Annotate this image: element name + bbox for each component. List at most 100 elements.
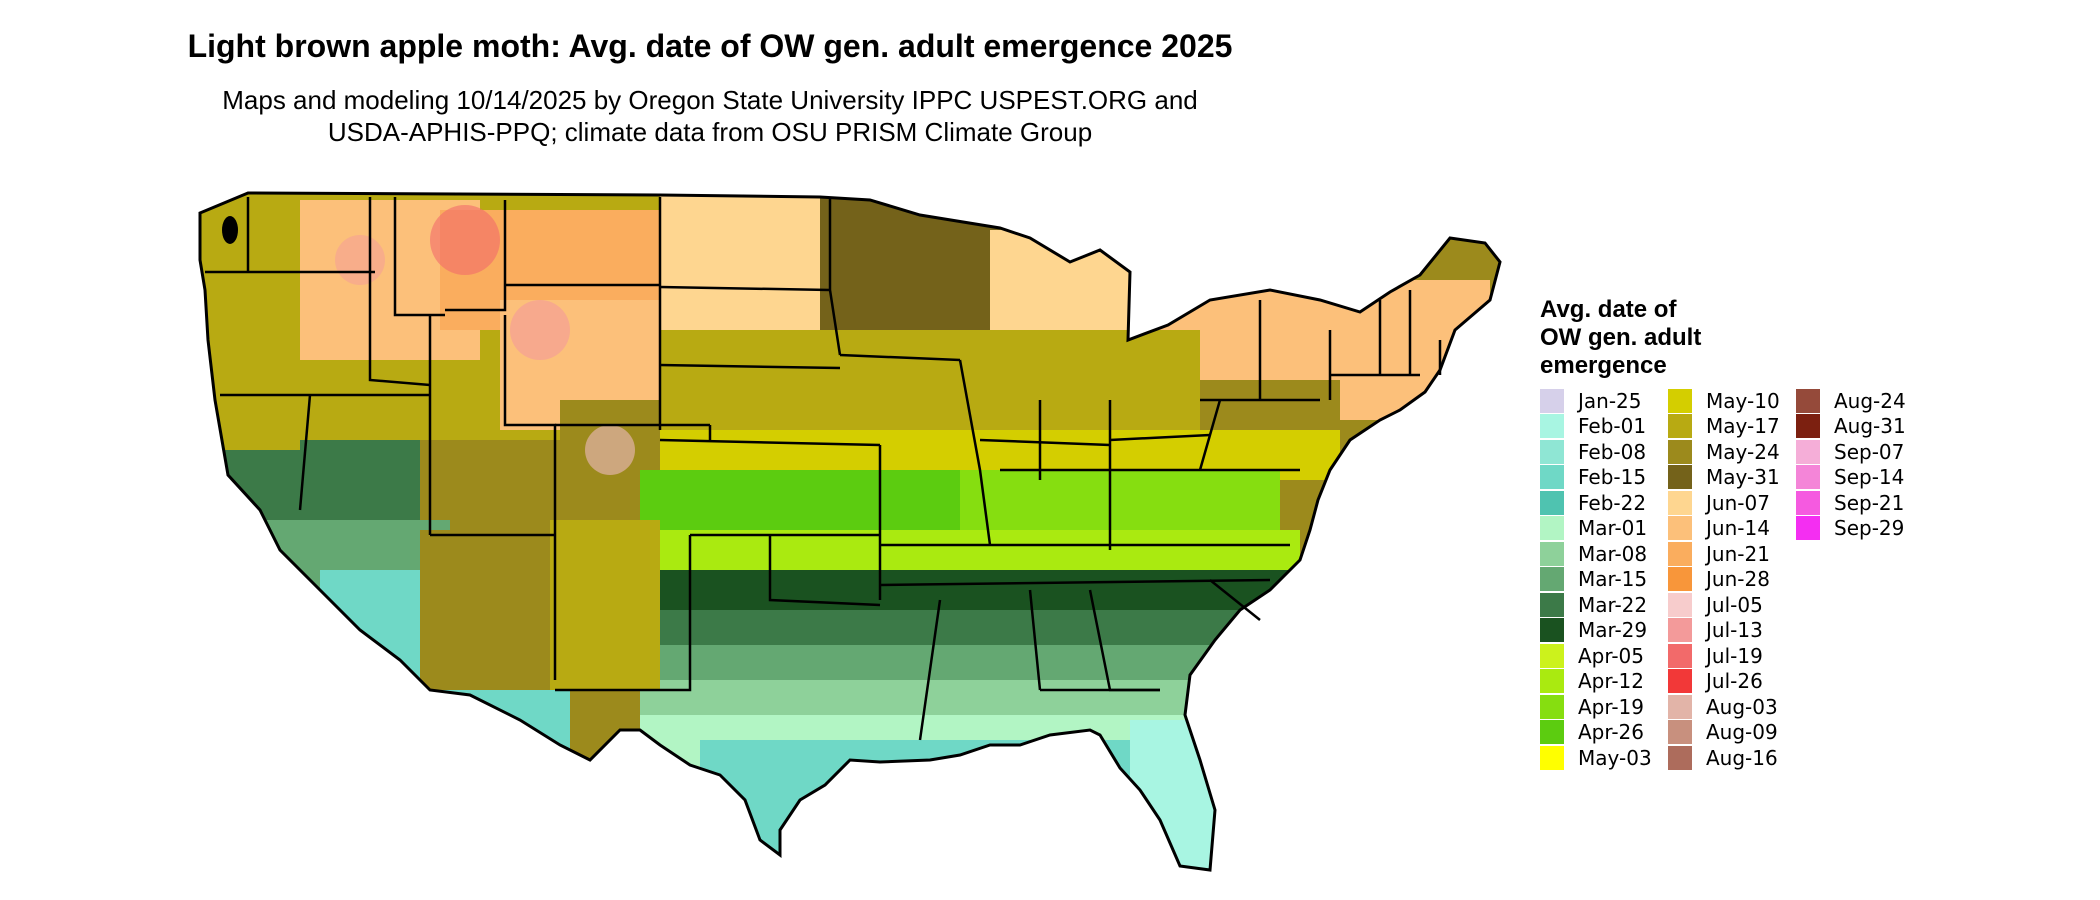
- legend-swatch: [1668, 490, 1692, 515]
- legend-label: Jun-21: [1706, 541, 1770, 566]
- legend-swatch: [1668, 414, 1692, 439]
- legend-item: Apr-12: [1540, 669, 1710, 695]
- map-title: Light brown apple moth: Avg. date of OW …: [187, 28, 1233, 64]
- legend-item: Sep-07: [1796, 439, 1966, 465]
- legend-swatch: [1796, 516, 1820, 541]
- legend-item: Apr-05: [1540, 643, 1710, 669]
- legend-label: Apr-12: [1578, 669, 1644, 694]
- legend-swatch: [1668, 388, 1692, 413]
- legend-label: Feb-08: [1578, 439, 1647, 464]
- legend-item: May-24: [1668, 439, 1838, 465]
- legend-label: Feb-15: [1578, 465, 1647, 490]
- legend-label: Sep-07: [1834, 439, 1905, 464]
- legend-swatch: [1668, 669, 1692, 694]
- legend-item: Feb-22: [1540, 490, 1710, 516]
- legend-swatch: [1796, 414, 1820, 439]
- legend-swatch: [1540, 643, 1564, 668]
- legend-swatch: [1668, 745, 1692, 770]
- legend-swatch: [1540, 592, 1564, 617]
- legend-item: Jun-14: [1668, 516, 1838, 542]
- legend-item: Apr-19: [1540, 694, 1710, 720]
- legend-swatch: [1540, 388, 1564, 413]
- legend-swatch: [1796, 439, 1820, 464]
- legend-label: Sep-14: [1834, 465, 1905, 490]
- subtitle-line-1: Maps and modeling 10/14/2025 by Oregon S…: [222, 85, 1198, 115]
- legend-swatch: [1668, 516, 1692, 541]
- legend-column: May-10 May-17 May-24 May-31 Jun-07 Jun-14 Jun-…: [1668, 388, 1838, 771]
- us-emergence-map: [198, 191, 1502, 872]
- legend-label: May-31: [1706, 465, 1780, 490]
- legend-item: Sep-29: [1796, 516, 1966, 542]
- legend-label: Apr-19: [1578, 694, 1644, 719]
- legend-item: Jul-26: [1668, 669, 1838, 695]
- legend-column: Aug-24 Aug-31 Sep-07 Sep-14 Sep-21 Sep-29: [1796, 388, 1966, 541]
- legend-item: Jun-07: [1668, 490, 1838, 516]
- legend-label: Jul-26: [1706, 669, 1763, 694]
- legend-item: Jan-25: [1540, 388, 1710, 414]
- legend-swatch: [1540, 516, 1564, 541]
- legend-swatch: [1668, 618, 1692, 643]
- legend-item: Sep-14: [1796, 465, 1966, 491]
- legend-swatch: [1796, 465, 1820, 490]
- legend-label: May-24: [1706, 439, 1780, 464]
- legend-label: Mar-15: [1578, 567, 1648, 592]
- legend-item: May-03: [1540, 745, 1710, 771]
- legend-swatch: [1540, 490, 1564, 515]
- legend-swatch: [1540, 414, 1564, 439]
- legend-swatch: [1668, 720, 1692, 745]
- legend-label: Jun-07: [1706, 490, 1770, 515]
- legend-item: Mar-01: [1540, 516, 1710, 542]
- legend-swatch: [1668, 643, 1692, 668]
- legend-title-line-1: Avg. date of: [1540, 296, 1677, 323]
- legend-item: Aug-24: [1796, 388, 1966, 414]
- legend-item: Sep-21: [1796, 490, 1966, 516]
- legend-item: May-31: [1668, 465, 1838, 491]
- legend-item: Jun-21: [1668, 541, 1838, 567]
- legend-item: Jul-05: [1668, 592, 1838, 618]
- legend-item: Aug-03: [1668, 694, 1838, 720]
- legend-label: Feb-01: [1578, 414, 1647, 439]
- legend-title-line-3: emergence: [1540, 352, 1667, 379]
- legend-item: Mar-08: [1540, 541, 1710, 567]
- legend-title-line-2: OW gen. adult: [1540, 324, 1702, 351]
- legend-label: Apr-26: [1578, 720, 1644, 745]
- legend-label: Mar-08: [1578, 541, 1648, 566]
- map-subtitle: Maps and modeling 10/14/2025 by Oregon S…: [0, 84, 1420, 148]
- legend-swatch: [1540, 720, 1564, 745]
- legend-swatch: [1668, 694, 1692, 719]
- legend-label: Jun-28: [1706, 567, 1770, 592]
- legend-swatch: [1540, 745, 1564, 770]
- emergence-color-field: [200, 193, 1500, 870]
- legend-swatch: [1540, 669, 1564, 694]
- legend-label: Aug-31: [1834, 414, 1906, 439]
- legend-label: Aug-03: [1706, 694, 1778, 719]
- legend-label: Aug-09: [1706, 720, 1778, 745]
- legend-label: Mar-22: [1578, 592, 1648, 617]
- legend-swatch: [1540, 567, 1564, 592]
- legend-label: May-10: [1706, 388, 1780, 413]
- legend-column: Jan-25 Feb-01 Feb-08 Feb-15 Feb-22 Mar-01 Mar-…: [1540, 388, 1710, 771]
- legend-item: Jun-28: [1668, 567, 1838, 593]
- legend-label: Aug-24: [1834, 388, 1906, 413]
- legend-item: Mar-15: [1540, 567, 1710, 593]
- legend-swatch: [1796, 490, 1820, 515]
- legend-item: Aug-09: [1668, 720, 1838, 746]
- legend-item: Feb-15: [1540, 465, 1710, 491]
- legend-label: Mar-01: [1578, 516, 1648, 541]
- legend-label: Jul-13: [1706, 618, 1763, 643]
- legend-swatch: [1540, 694, 1564, 719]
- legend-label: Sep-21: [1834, 490, 1905, 515]
- legend: Jan-25 Feb-01 Feb-08 Feb-15 Feb-22 Mar-01 Mar-…: [1540, 388, 2060, 788]
- legend-label: May-03: [1578, 745, 1652, 770]
- subtitle-line-2: USDA-APHIS-PPQ; climate data from OSU PR…: [327, 117, 1093, 147]
- legend-label: Mar-29: [1578, 618, 1648, 643]
- legend-swatch: [1668, 541, 1692, 566]
- legend-label: Aug-16: [1706, 745, 1778, 770]
- state-boundaries: [205, 197, 1442, 741]
- legend-swatch: [1668, 592, 1692, 617]
- legend-item: Mar-29: [1540, 618, 1710, 644]
- legend-label: Jan-25: [1578, 388, 1642, 413]
- legend-item: May-10: [1668, 388, 1838, 414]
- legend-item: Apr-26: [1540, 720, 1710, 746]
- legend-label: Sep-29: [1834, 516, 1905, 541]
